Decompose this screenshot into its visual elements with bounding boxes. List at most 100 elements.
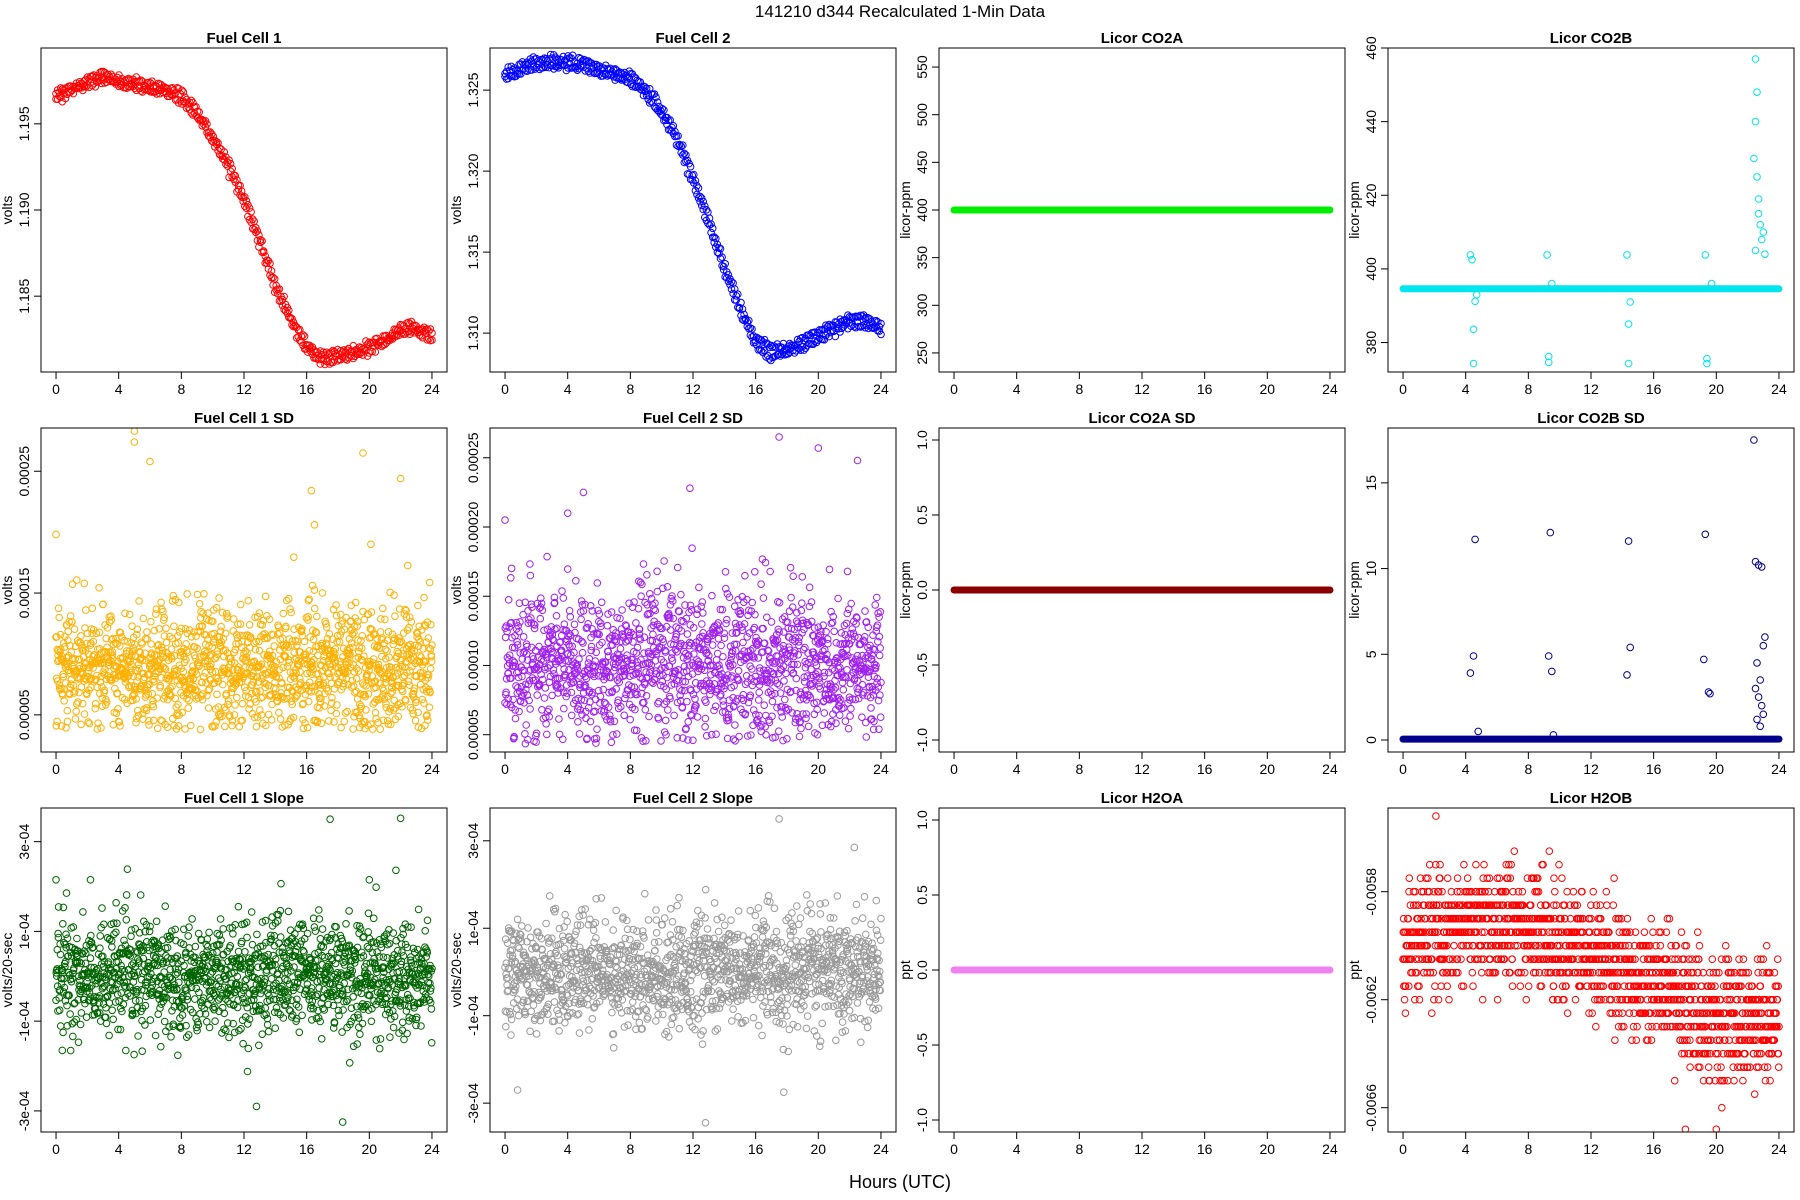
data-point (426, 325, 435, 333)
y-tick-label: 0.00020 (465, 501, 481, 552)
data-point (775, 727, 783, 736)
data-point (406, 330, 414, 339)
data-point (234, 185, 243, 194)
data-point (1544, 352, 1553, 361)
data-point (205, 951, 213, 960)
data-point (598, 658, 607, 666)
data-point (836, 663, 844, 672)
data-point (242, 918, 251, 927)
data-point (148, 991, 156, 1000)
data-point (768, 658, 777, 666)
data-point (252, 637, 260, 646)
data-point (735, 304, 744, 313)
data-point (162, 648, 170, 657)
data-point (666, 614, 674, 622)
data-point (56, 630, 65, 639)
data-point (722, 619, 730, 628)
data-point (670, 711, 678, 720)
data-point (869, 725, 878, 734)
data-point (264, 950, 273, 959)
data-point (85, 984, 94, 992)
data-point (261, 669, 269, 678)
data-point (1761, 633, 1769, 641)
data-point (875, 651, 884, 660)
data-point (659, 638, 668, 646)
data-point (285, 658, 293, 667)
data-point (183, 590, 191, 598)
data-point (766, 687, 775, 695)
data-point (406, 640, 415, 649)
data-point (505, 623, 514, 631)
data-point (727, 652, 736, 661)
data-point (527, 600, 536, 609)
data-point (388, 688, 397, 696)
data-point (778, 703, 786, 711)
data-point (501, 516, 509, 524)
x-tick-label: 0 (52, 761, 60, 777)
data-point (243, 1067, 252, 1076)
data-point (276, 715, 285, 723)
data-point (614, 696, 623, 705)
data-point (576, 706, 585, 714)
data-point (519, 633, 528, 641)
data-point (175, 978, 183, 987)
data-point (157, 1042, 165, 1051)
data-point (1757, 701, 1766, 710)
data-point (211, 1017, 219, 1026)
data-point (598, 638, 606, 647)
data-point (396, 638, 404, 647)
data-point (425, 703, 434, 712)
data-point (339, 682, 347, 691)
data-point (764, 646, 772, 655)
data-point (77, 720, 85, 729)
data-point (810, 624, 819, 632)
data-point (790, 660, 798, 669)
data-point (112, 899, 120, 907)
data-point (178, 1011, 187, 1019)
data-point (221, 722, 229, 731)
x-tick-label: 4 (1013, 381, 1021, 397)
data-point (192, 984, 201, 993)
data-point (514, 622, 522, 630)
data-point (241, 1013, 250, 1021)
data-point (217, 936, 225, 945)
data-point (262, 1010, 270, 1019)
data-point (140, 669, 148, 678)
data-point (669, 597, 677, 605)
data-point (173, 84, 181, 92)
data-point (623, 651, 631, 660)
data-point (130, 689, 138, 698)
data-point (770, 659, 779, 668)
data-point (300, 637, 309, 646)
data-point (52, 722, 61, 730)
data-point (679, 151, 687, 159)
data-point (410, 641, 419, 650)
data-point (419, 645, 427, 653)
data-point (595, 641, 604, 649)
data-point (104, 992, 112, 1000)
data-point (220, 1009, 229, 1018)
data-point (708, 233, 717, 242)
data-point (128, 961, 136, 970)
data-point (1548, 279, 1556, 288)
data-point (426, 645, 435, 653)
data-point (378, 634, 387, 642)
data-point (1750, 436, 1758, 444)
data-point (847, 599, 856, 608)
data-point (213, 948, 221, 957)
data-point (69, 923, 78, 931)
data-point (798, 616, 807, 625)
y-axis-label: licor-ppm (1346, 561, 1362, 619)
data-point (604, 703, 613, 712)
data-point (201, 669, 209, 677)
data-point (787, 593, 795, 602)
data-point (52, 530, 60, 539)
data-point (204, 942, 212, 951)
data-point (282, 596, 291, 605)
data-point (167, 955, 175, 963)
data-point (871, 601, 880, 609)
data-point (70, 625, 79, 634)
data-point (304, 697, 313, 706)
